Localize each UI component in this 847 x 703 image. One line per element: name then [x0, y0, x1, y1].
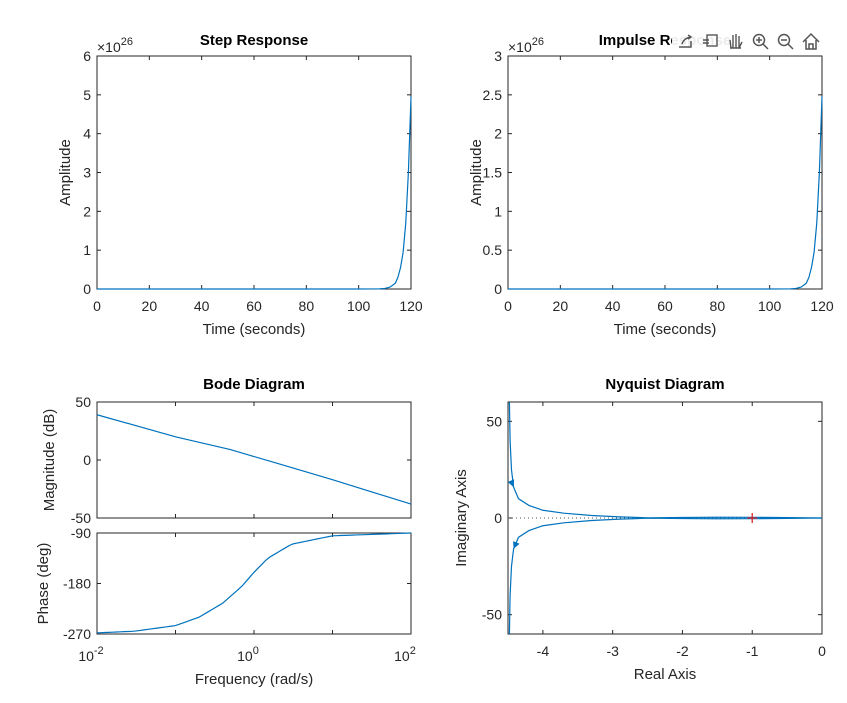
impulse-x-tick-label: 120: [810, 298, 834, 314]
step-exponent-multiplier: ×1026: [97, 36, 133, 55]
step-title: Step Response: [200, 32, 308, 49]
bode-x-tick-label: 10-2: [78, 645, 103, 664]
impulse-response-line: [508, 96, 823, 290]
nyquist-ylabel: Imaginary Axis: [453, 469, 470, 567]
bode-x-tick-label: 102: [394, 645, 416, 664]
nyquist-curve-negative: [508, 517, 823, 635]
bode-x-tick-label: 100: [237, 645, 259, 664]
bode-phase-y-tick-label: -180: [63, 576, 91, 592]
impulse-ylabel: Amplitude: [468, 139, 485, 206]
step-y-tick-label: 4: [83, 126, 91, 142]
axes-toolbar: [672, 30, 823, 52]
bode-magnitude-y-tick-label: -50: [71, 510, 91, 526]
bode-magnitude-line: [96, 414, 412, 505]
bode-phase-y-tick-label: -90: [71, 525, 91, 541]
step-y-tick-label: 2: [83, 203, 91, 219]
nyquist-x-tick-label: -4: [537, 643, 550, 659]
nyquist-direction-arrow: [507, 479, 515, 488]
bode-phase-line: [96, 532, 412, 634]
impulse-exponent: 26: [532, 36, 544, 48]
step-x-tick-label: 80: [299, 298, 315, 314]
nyquist-xlabel: Real Axis: [634, 666, 697, 683]
bode-xlabel: Frequency (rad/s): [195, 671, 313, 688]
bode-magnitude-y-tick-label: 0: [83, 452, 91, 468]
bode-phase-y-tick-label: -270: [63, 626, 91, 642]
impulse-y-tick-label: 3: [494, 48, 502, 64]
export-icon: [678, 33, 692, 48]
step-y-tick-label: 6: [83, 48, 91, 64]
impulse-x-tick-label: 100: [758, 298, 782, 314]
step-y-tick-label: 1: [83, 242, 91, 258]
impulse-y-tick-label: 1.5: [483, 165, 503, 181]
bode-magnitude-ylabel: Magnitude (dB): [41, 409, 58, 512]
nyquist-y-tick-label: 0: [494, 510, 502, 526]
impulse-x-tick-label: 40: [605, 298, 621, 314]
step-x-tick-label: 0: [93, 298, 101, 314]
step-exponent: 26: [121, 36, 133, 48]
nyquist-x-tick-label: -2: [676, 643, 689, 659]
bode-magnitude-y-tick-label: 50: [75, 394, 91, 410]
impulse-y-tick-label: 1: [494, 203, 502, 219]
impulse-exponent-multiplier: ×1026: [508, 36, 544, 55]
nyquist-x-tick-label: -3: [606, 643, 619, 659]
impulse-y-tick-label: 0.5: [483, 242, 503, 258]
step-x-tick-label: 100: [347, 298, 371, 314]
brush-button[interactable]: [699, 30, 721, 52]
step-y-tick-label: 0: [83, 281, 91, 297]
nyquist-curve-positive: [508, 401, 823, 519]
nyquist-y-tick-label: -50: [482, 607, 502, 623]
step-x-tick-label: 60: [246, 298, 262, 314]
nyquist-direction-arrow: [513, 541, 520, 549]
step-x-tick-label: 120: [399, 298, 423, 314]
zoom-in-button[interactable]: [749, 30, 771, 52]
impulse-y-tick-label: 2: [494, 126, 502, 142]
step-xlabel: Time (seconds): [203, 321, 306, 338]
nyquist-critical-point-marker: [747, 513, 758, 523]
impulse-x-tick-label: 80: [710, 298, 726, 314]
zoom-in-icon: [752, 33, 769, 50]
nyquist-y-tick-label: 50: [486, 413, 502, 429]
home-icon: [801, 32, 820, 50]
nyquist-x-tick-label: -1: [746, 643, 759, 659]
brush-icon: [702, 33, 718, 47]
impulse-x-tick-label: 20: [553, 298, 569, 314]
impulse-y-tick-label: 0: [494, 281, 502, 297]
impulse-y-tick-label: 2.5: [483, 87, 503, 103]
bode-x-tick-exponent: 2: [410, 645, 416, 657]
zoom-out-button[interactable]: [774, 30, 796, 52]
bode-magnitude-axes: [96, 401, 412, 519]
home-button[interactable]: [799, 30, 821, 52]
nyquist-x-tick-label: 0: [818, 643, 826, 659]
bode-phase-axes: [96, 532, 412, 635]
impulse-x-tick-label: 0: [504, 298, 512, 314]
bode-phase-ylabel: Phase (deg): [35, 543, 52, 625]
step-x-tick-label: 40: [194, 298, 210, 314]
step-response-line: [97, 96, 412, 290]
step-y-tick-label: 5: [83, 87, 91, 103]
step-ylabel: Amplitude: [57, 139, 74, 206]
impulse-x-tick-label: 60: [657, 298, 673, 314]
bode-title: Bode Diagram: [203, 376, 305, 393]
step-x-tick-label: 20: [142, 298, 158, 314]
bode-x-tick-exponent: 0: [253, 645, 259, 657]
pan-hand-icon: [728, 33, 743, 49]
impulse-axes: [507, 55, 823, 290]
zoom-out-icon: [777, 33, 794, 50]
bode-x-tick-exponent: -2: [94, 645, 104, 657]
impulse-xlabel: Time (seconds): [614, 321, 717, 338]
step-y-tick-label: 3: [83, 165, 91, 181]
pan-hand-button[interactable]: [724, 30, 746, 52]
step-axes: [96, 55, 412, 290]
nyquist-title: Nyquist Diagram: [605, 376, 724, 393]
export-button[interactable]: [674, 30, 696, 52]
